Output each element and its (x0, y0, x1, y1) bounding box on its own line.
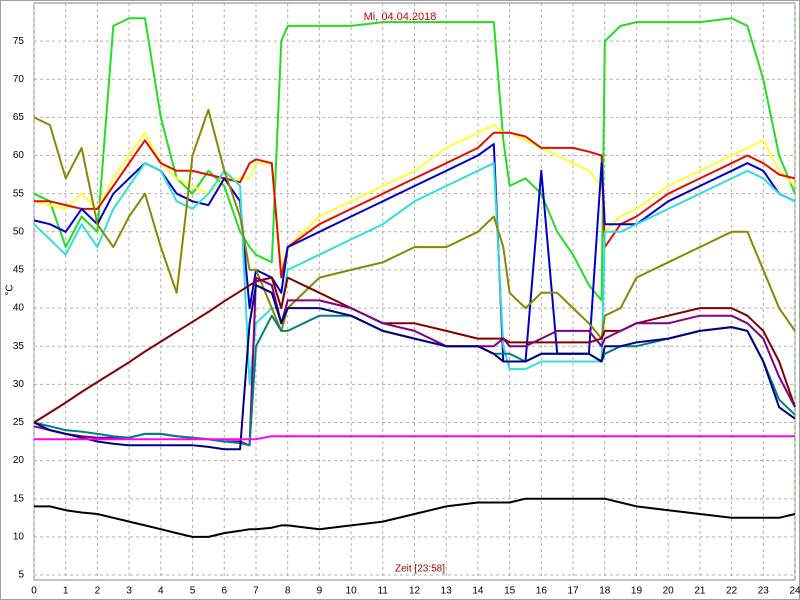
y-tick-label: 40 (13, 303, 25, 314)
series-line (33, 17, 796, 302)
x-tick-label: 17 (567, 586, 579, 597)
x-tick-label: 15 (504, 586, 516, 597)
series-line (33, 108, 796, 340)
chart-title: Mi, 04.04.2018 (364, 11, 437, 23)
x-tick-label: 6 (221, 586, 227, 597)
series-line (33, 124, 796, 271)
y-tick-label: 10 (13, 532, 25, 543)
series (33, 17, 796, 538)
x-tick-label: 11 (378, 586, 389, 597)
y-tick-label: 50 (13, 226, 25, 237)
y-tick-label: 20 (13, 455, 25, 466)
x-tick-label: 4 (158, 586, 164, 597)
x-tick-label: 12 (409, 586, 421, 597)
series-line (33, 284, 796, 451)
x-tick-label: 18 (599, 586, 611, 597)
x-tick-label: 16 (536, 586, 548, 597)
x-tick-label: 8 (285, 586, 291, 597)
x-tick-label: 14 (472, 586, 484, 597)
y-tick-label: 25 (13, 417, 25, 428)
x-tick-label: 23 (758, 586, 770, 597)
y-tick-label: 55 (13, 188, 25, 199)
x-tick-label: 1 (63, 586, 69, 597)
x-tick-label: 5 (190, 586, 196, 597)
y-tick-label: 5 (18, 570, 24, 581)
y-tick-label: 35 (13, 341, 25, 352)
x-tick-label: 22 (726, 586, 738, 597)
x-tick-label: 7 (253, 586, 259, 597)
y-tick-label: 75 (13, 36, 25, 47)
x-tick-label: 24 (789, 586, 800, 597)
x-tick-label: 21 (694, 586, 706, 597)
y-axis-label: °C (5, 284, 16, 295)
x-tick-label: 13 (441, 586, 453, 597)
y-tick-label: 45 (13, 265, 25, 276)
series-line (34, 435, 795, 441)
x-tick-label: 2 (95, 586, 101, 597)
series-line (34, 497, 796, 538)
x-tick-label: 0 (31, 586, 37, 597)
series-line (34, 131, 796, 279)
grid (33, 3, 796, 580)
x-tick-label: 10 (346, 586, 358, 597)
y-tick-label: 15 (13, 493, 25, 504)
y-tick-label: 70 (13, 74, 25, 85)
x-tick-label: 20 (663, 586, 675, 597)
y-tick-label: 60 (13, 150, 25, 161)
y-tick-label: 30 (13, 379, 25, 390)
series-line (33, 162, 796, 386)
x-axis-label: Zeit [23:58] (395, 564, 445, 575)
x-tick-label: 19 (631, 586, 643, 597)
x-tick-label: 9 (317, 586, 323, 597)
y-tick-label: 65 (13, 112, 25, 123)
x-tick-label: 3 (126, 586, 132, 597)
